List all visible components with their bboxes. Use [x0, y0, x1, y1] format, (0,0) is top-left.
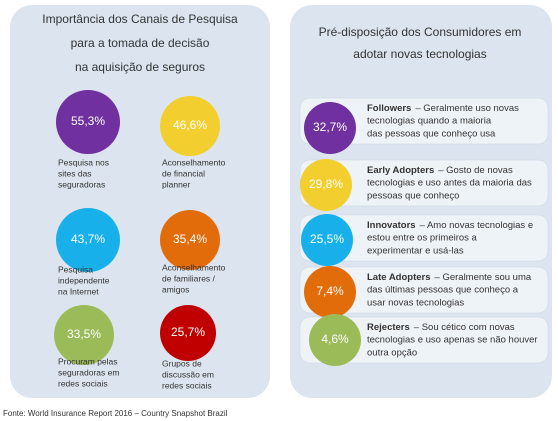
- item-box: [299, 316, 549, 364]
- value: 25,5%: [310, 232, 344, 246]
- label: Aconselhamento: [162, 157, 226, 167]
- label: Procuram pelas: [58, 356, 118, 366]
- label: Aconselhamento: [162, 262, 226, 272]
- circle: [304, 266, 356, 318]
- item-line: Rejecters – Sou cético com novas: [367, 322, 515, 333]
- item-description: outra opção: [367, 348, 417, 359]
- value: 46,6%: [173, 118, 207, 132]
- item-name: Rejecters: [367, 322, 410, 333]
- footer: Fonte: World Insurance Report 2016 – Cou…: [3, 409, 228, 418]
- label: seguradoras em: [58, 367, 119, 377]
- item-line: Early Adopters – Gosto de novas: [367, 165, 513, 176]
- item-description: experimentar e usá-las: [367, 246, 464, 257]
- item-description: – Amo novas tecnologias e: [420, 220, 534, 231]
- item-description: – Sou cético com novas: [414, 322, 515, 333]
- label: Pesquisa nos: [58, 157, 109, 167]
- item-line: Innovators – Amo novas tecnologias e: [367, 220, 533, 231]
- label: Grupos de: [162, 358, 202, 368]
- item-line: Followers – Geralmente uso novas: [367, 103, 519, 114]
- right-title: adotar novas tecnologias: [353, 47, 486, 61]
- label: planner: [162, 179, 191, 189]
- label: redes sociais: [162, 380, 212, 390]
- circle: [304, 102, 356, 154]
- item-description: tecnologias e uso apenas se não houver: [367, 335, 538, 346]
- value: 33,5%: [67, 327, 101, 341]
- label: sites das: [58, 168, 92, 178]
- value: 55,3%: [71, 114, 105, 128]
- label: Pesquisa: [58, 264, 93, 274]
- circle: [54, 305, 114, 365]
- circle: [56, 90, 120, 154]
- item-description: pessoas que conheço: [367, 191, 459, 202]
- left-title: Importância dos Canais de Pesquisa: [42, 12, 238, 26]
- item-description: tecnologias e uso antes da maioria das: [367, 178, 532, 189]
- item-box: [299, 97, 549, 145]
- label: independente: [58, 275, 110, 285]
- value: 35,4%: [173, 232, 207, 246]
- left-title: para a tomada de decisão: [71, 36, 210, 50]
- circle: [160, 96, 220, 156]
- item-description: – Gosto de novas: [438, 165, 513, 176]
- item-box: [299, 214, 549, 262]
- item-description: das pessoas que conheço usa: [367, 129, 496, 140]
- item-name: Late Adopters: [367, 272, 431, 283]
- item-description: tecnologias quando a maioria: [367, 116, 492, 127]
- label: na Internet: [58, 286, 99, 296]
- item-description: das últimas pessoas que conheço a: [367, 285, 519, 296]
- value: 32,7%: [313, 120, 347, 134]
- label: de financial: [162, 168, 205, 178]
- label: seguradoras: [58, 179, 105, 189]
- item-name: Early Adopters: [367, 165, 434, 176]
- label: discussão em: [162, 369, 214, 379]
- left-title: na aquisição de seguros: [75, 60, 205, 74]
- label: de familiares /: [162, 273, 216, 283]
- circle: [300, 159, 352, 211]
- circle: [309, 314, 361, 366]
- item-description: usar novas tecnologias: [367, 298, 464, 309]
- value: 7,4%: [316, 284, 344, 298]
- item-description: – Geralmente uso novas: [415, 103, 519, 114]
- item-name: Followers: [367, 103, 411, 114]
- item-description: estou entre os primeiros a: [367, 233, 478, 244]
- circle: [160, 305, 216, 361]
- value: 25,7%: [171, 325, 205, 339]
- circle: [301, 214, 353, 266]
- circle: [56, 208, 120, 272]
- right-title: Pré-disposição dos Consumidores em: [319, 25, 522, 39]
- label: amigos: [162, 284, 189, 294]
- circle: [160, 210, 220, 270]
- item-description: – Geralmente sou uma: [435, 272, 532, 283]
- item-name: Innovators: [367, 220, 416, 231]
- item-line: Late Adopters – Geralmente sou uma: [367, 272, 532, 283]
- value: 29,8%: [309, 177, 343, 191]
- item-box: [299, 266, 549, 314]
- label: redes sociais: [58, 378, 108, 388]
- value: 43,7%: [71, 232, 105, 246]
- item-box: [299, 159, 549, 207]
- value: 4,6%: [321, 332, 349, 346]
